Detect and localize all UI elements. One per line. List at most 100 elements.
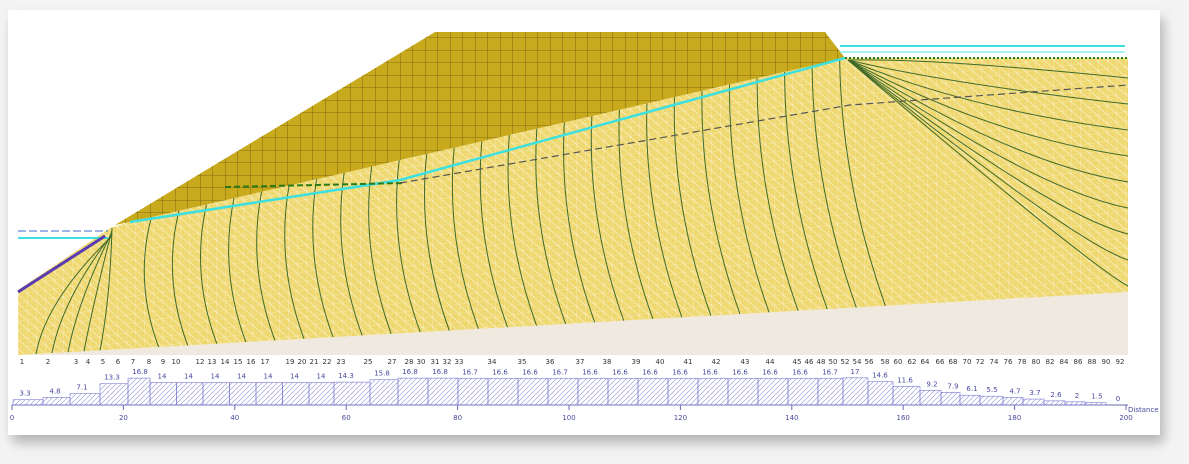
node-label: 1 [20, 358, 24, 366]
node-label: 19 [286, 358, 295, 366]
profile-label: 14 [211, 373, 220, 381]
node-label: 14 [221, 358, 230, 366]
node-label: 86 [1074, 358, 1083, 366]
node-label: 78 [1018, 358, 1027, 366]
profile-bar [43, 397, 70, 405]
node-label: 52 [841, 358, 850, 366]
node-label: 82 [1046, 358, 1055, 366]
profile-label: 4.8 [49, 387, 60, 395]
profile-bar [398, 378, 428, 405]
profile-label: 16.8 [402, 368, 418, 376]
node-label: 28 [405, 358, 414, 366]
node-label: 4 [86, 358, 91, 366]
profile-label: 11.6 [897, 376, 913, 384]
node-label: 40 [656, 358, 665, 366]
axis-tick-label: 100 [562, 414, 575, 422]
node-label: 39 [632, 358, 641, 366]
node-label: 74 [990, 358, 999, 366]
axis-tick-label: 0 [10, 414, 14, 422]
profile-bar [1044, 401, 1065, 405]
profile-label: 14 [237, 373, 246, 381]
profile-bar [1085, 403, 1106, 405]
node-label: 72 [976, 358, 985, 366]
profile-label: 14.6 [872, 372, 888, 380]
profile-bar [1023, 399, 1044, 405]
node-label: 88 [1088, 358, 1097, 366]
axis-tick-label: 180 [1008, 414, 1021, 422]
profile-bar [668, 378, 698, 405]
node-label: 23 [337, 358, 346, 366]
node-label: 70 [963, 358, 972, 366]
profile-bar [518, 378, 548, 405]
profile-label: 16.8 [432, 368, 448, 376]
axis-tick-label: 160 [897, 414, 910, 422]
profile-label: 14 [184, 373, 193, 381]
profile-bar [868, 382, 893, 405]
axis-tick-label: 140 [785, 414, 798, 422]
node-label: 34 [488, 358, 497, 366]
profile-bar [578, 378, 608, 405]
node-label: 6 [116, 358, 121, 366]
profile-bar [980, 396, 1003, 405]
profile-label: 16.7 [462, 368, 478, 376]
node-label: 2 [46, 358, 50, 366]
node-label: 66 [936, 358, 945, 366]
profile-label: 14 [290, 373, 299, 381]
profile-label: 16.8 [132, 368, 148, 376]
profile-bar [458, 378, 488, 405]
profile-label: 14 [264, 373, 273, 381]
profile-label: 16.6 [642, 368, 658, 376]
node-label: 50 [829, 358, 838, 366]
node-label: 9 [161, 358, 165, 366]
node-label: 12 [196, 358, 205, 366]
node-label: 21 [310, 358, 319, 366]
node-label: 58 [881, 358, 890, 366]
profile-label: 16.7 [552, 368, 568, 376]
profile-label: 13.3 [104, 374, 120, 382]
node-label: 54 [853, 358, 862, 366]
profile-bar [428, 378, 458, 405]
axis-tick-label: 200 [1119, 414, 1132, 422]
profile-label: 16.6 [762, 368, 778, 376]
axis-tick-label: 40 [230, 414, 239, 422]
node-label: 42 [712, 358, 721, 366]
node-label: 84 [1060, 358, 1069, 366]
node-label: 45 [793, 358, 802, 366]
profile-bar [843, 378, 868, 405]
node-label: 43 [741, 358, 750, 366]
profile-bar [893, 386, 920, 405]
node-label: 48 [817, 358, 826, 366]
node-label: 46 [805, 358, 814, 366]
node-label: 13 [208, 358, 217, 366]
profile-bar [70, 394, 100, 405]
profile-label: 14 [158, 373, 167, 381]
node-label: 68 [949, 358, 958, 366]
profile-bar [758, 378, 788, 405]
node-label: 30 [417, 358, 426, 366]
profile-label: 5.5 [986, 386, 997, 394]
profile-bar [230, 383, 257, 405]
profile-label: 3.7 [1029, 389, 1040, 397]
axis-tick-label: 80 [453, 414, 462, 422]
profile-bar [698, 378, 728, 405]
profile-label: 4.7 [1009, 387, 1020, 395]
profile-label: 16.6 [492, 368, 508, 376]
profile-bar [334, 382, 370, 405]
node-label: 64 [921, 358, 930, 366]
profile-bar [203, 383, 230, 405]
node-label: 36 [546, 358, 555, 366]
profile-bar [608, 378, 638, 405]
node-label: 25 [364, 358, 373, 366]
profile-label: 16.6 [702, 368, 718, 376]
node-label: 32 [443, 358, 452, 366]
profile-bar [638, 378, 668, 405]
profile-bar [1065, 402, 1085, 405]
node-label: 92 [1116, 358, 1125, 366]
axis-unit: Distance [1128, 406, 1159, 414]
seepage-view: 1234567891012131415161719202122232527283… [0, 0, 1189, 464]
node-label: 8 [147, 358, 151, 366]
profile-label: 1.5 [1091, 393, 1102, 401]
node-label: 41 [684, 358, 693, 366]
node-label: 35 [518, 358, 527, 366]
node-label: 7 [131, 358, 135, 366]
